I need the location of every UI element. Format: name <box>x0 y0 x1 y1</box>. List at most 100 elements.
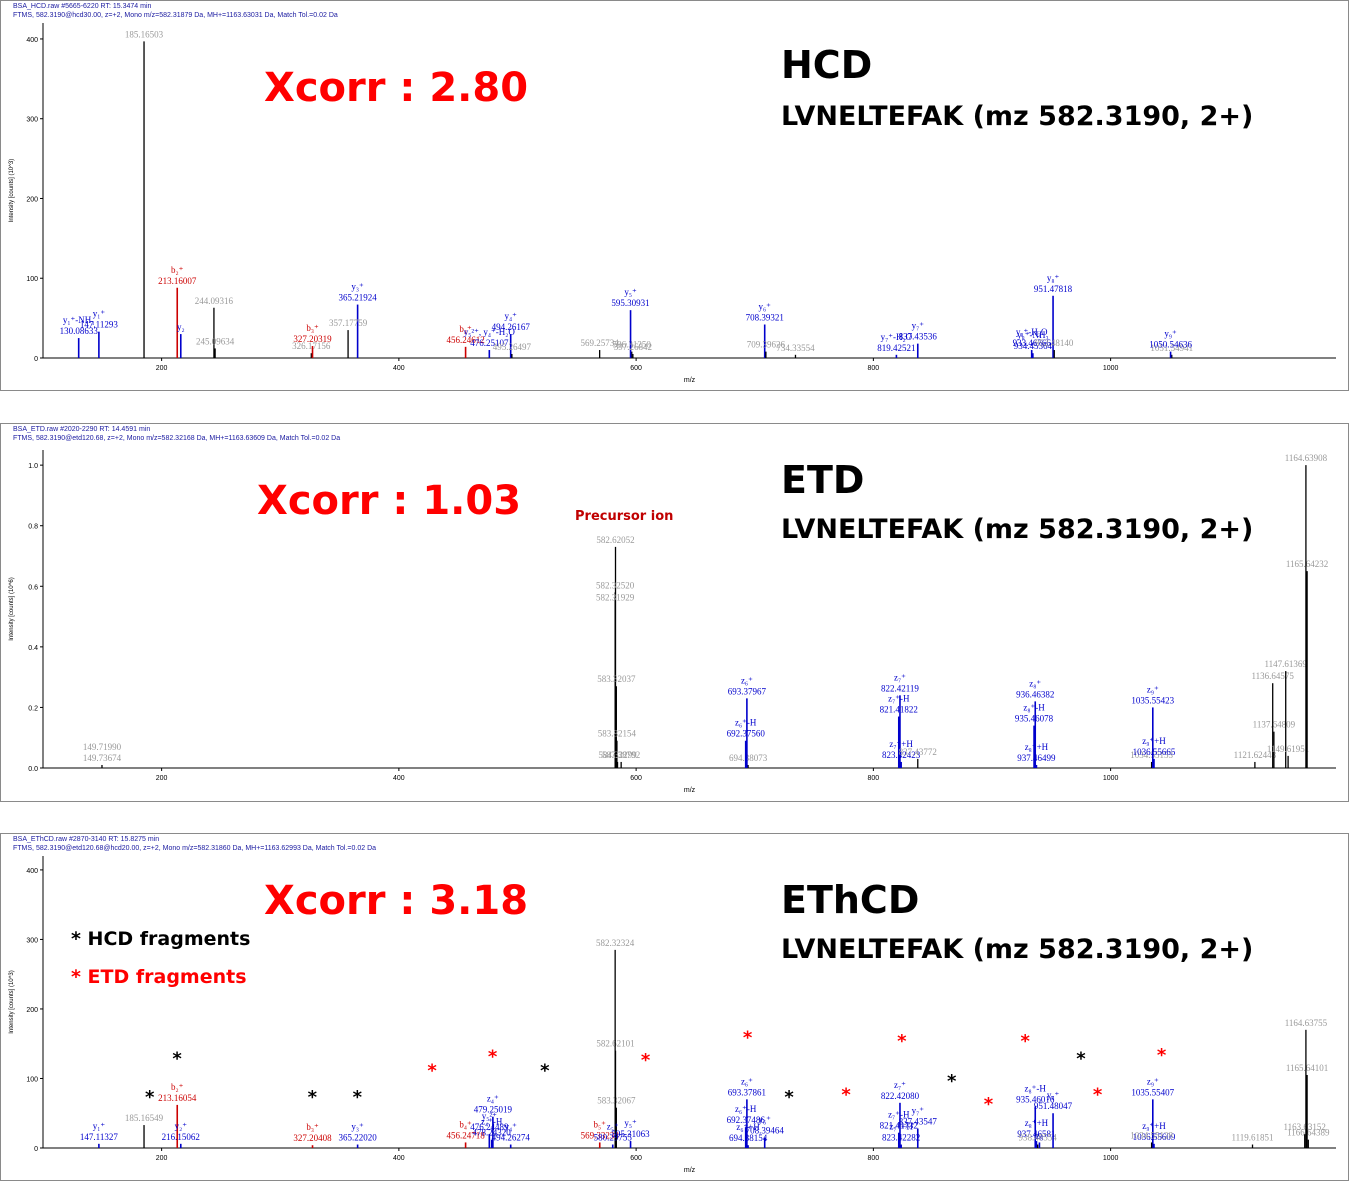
peak-label: 1136.64575 <box>1251 671 1294 681</box>
legend-etd-fragments: * ETD fragments <box>71 966 247 988</box>
peak-label: z₆⁺ <box>741 675 753 685</box>
peak-label: z₉⁺ <box>1147 684 1159 694</box>
peak-label: y₈⁺ <box>1047 273 1060 283</box>
fragment-star: * <box>540 1060 550 1081</box>
peak-label: 476.25107 <box>470 338 509 348</box>
peak-label: 327.20408 <box>293 1133 332 1143</box>
y-tick-label: 0.4 <box>28 645 38 652</box>
y-axis-label: Intensity [counts] (10^3) <box>9 159 15 223</box>
fragment-star: * <box>641 1050 651 1071</box>
peak-label: 597.26842 <box>614 342 652 352</box>
peak-label: y₈⁺-H₂O <box>1016 327 1048 337</box>
peak-label: z₈⁺+H <box>1025 1118 1049 1128</box>
y-tick-label: 200 <box>26 1007 38 1014</box>
y-tick-label: 0.0 <box>28 766 38 773</box>
fragment-star: * <box>172 1049 182 1070</box>
fragment-star: * <box>353 1087 363 1108</box>
peak-label: z₆⁺+H <box>736 1122 760 1132</box>
peak-label: y₉⁺ <box>1164 329 1177 339</box>
peak-label: 952.48140 <box>1035 338 1074 348</box>
x-tick-label: 1000 <box>1103 1155 1119 1162</box>
fragment-star: * <box>897 1031 907 1052</box>
peak-label: b₂⁺ <box>171 1082 184 1092</box>
peak-label: 130.08633 <box>60 326 99 336</box>
peak-label: 951.48047 <box>1034 1101 1073 1111</box>
peak-label: z₉⁺+H <box>1142 1121 1166 1131</box>
peak-label: y₃⁺ <box>351 1122 364 1132</box>
peak-label: y₁⁺ <box>93 309 106 319</box>
y-tick-label: 0 <box>34 356 38 363</box>
y-axis-label: Intensity [counts] (10^3) <box>9 970 15 1034</box>
y-tick-label: 1.0 <box>28 463 38 470</box>
peak-label: 1163.63152 <box>1284 1122 1326 1132</box>
peak-label: y₅²⁺ <box>482 1111 497 1121</box>
peak-label: 1034.55153 <box>1130 750 1173 760</box>
peak-label: z₆⁺-H <box>735 1104 757 1114</box>
peak-label: 149.71990 <box>83 742 122 752</box>
raw-file-header: BSA_HCD.raw #5665-6220 RT: 15.3474 min F… <box>13 2 338 20</box>
peak-label: 1035.55407 <box>1131 1087 1174 1097</box>
peak-label: z₇⁺+H <box>889 1122 913 1132</box>
peak-label: 582.62052 <box>596 535 634 545</box>
peak-label: z₄⁺ <box>487 1094 499 1104</box>
peak-label: 692.37560 <box>727 729 766 739</box>
peak-label: y₅²⁺, y₄⁺-H₂O <box>464 327 516 337</box>
peak-label: 823.42282 <box>882 1133 920 1143</box>
peak-label: y₈⁺ <box>1047 1090 1060 1100</box>
peak-label: 821.41732 <box>880 1121 918 1131</box>
peak-label: 935.46016 <box>1016 1094 1055 1104</box>
peak-label: 244.09316 <box>195 296 234 306</box>
peak-label: 476.24489 <box>470 1122 509 1132</box>
peak-label: z₇⁺+H <box>889 739 913 749</box>
peak-label: 937.46499 <box>1017 753 1056 763</box>
peak-label: 1149.61951 <box>1267 744 1309 754</box>
peak-label: y₈⁺-NH₃ <box>1017 330 1049 340</box>
ethcd-spectrum-chart: 0 100 200 300 400 200 400 600 800 1000 m/z Intensit… <box>9 856 1336 1174</box>
y-tick-label: 300 <box>26 117 38 124</box>
fragment-star: * <box>1157 1045 1167 1066</box>
peptide-sequence: LVNELTEFAK (mz 582.3190, 2+) <box>781 101 1254 132</box>
x-tick-label: 800 <box>868 365 880 372</box>
peak-label: b₄⁺ <box>459 1119 472 1129</box>
peak-label: 583.32037 <box>597 674 636 684</box>
y-axis-label: Intensity [counts] (10^6) <box>9 577 15 641</box>
peak-label: b₅⁺ <box>594 1119 607 1129</box>
spectrum-panel-hcd: BSA_HCD.raw #5665-6220 RT: 15.3474 min F… <box>0 0 1349 391</box>
peak-label: 583.82154 <box>598 729 637 739</box>
x-tick-label: 600 <box>630 1155 642 1162</box>
peak-label: 582.31929 <box>596 592 635 602</box>
fragment-star: * <box>488 1046 498 1067</box>
peak-label: b₂⁺ <box>171 265 184 275</box>
y-tick-label: 400 <box>26 37 38 44</box>
peak-label: 185.16503 <box>125 29 164 39</box>
peak-label: 1165.64232 <box>1286 559 1328 569</box>
peak-label: 365.21924 <box>338 293 377 303</box>
peak-label: 734.33554 <box>776 343 815 353</box>
fragment-star: * <box>1020 1031 1030 1052</box>
peptide-sequence: LVNELTEFAK (mz 582.3190, 2+) <box>781 934 1254 965</box>
peak-label: 357.17759 <box>329 318 368 328</box>
peak-label: y₁⁺ <box>93 1121 106 1131</box>
peak-label: y₁⁺-NH₃ <box>63 315 95 325</box>
y-tick-label: 0.8 <box>28 524 38 531</box>
fragment-star: * <box>743 1028 753 1049</box>
fragment-star: * <box>841 1085 851 1106</box>
method-title: EThCD <box>781 878 920 922</box>
raw-file-line: BSA_HCD.raw #5665-6220 RT: 15.3474 min <box>13 3 152 10</box>
peak-label: 149.73674 <box>83 753 122 763</box>
precursor-ion-label: Precursor ion <box>575 509 674 524</box>
peak-label: 837.43547 <box>899 1117 938 1127</box>
peak-label: 934.45364 <box>1014 341 1053 351</box>
x-tick-label: 800 <box>868 1155 880 1162</box>
peak-label: 583.32067 <box>597 1096 636 1106</box>
y-tick-label: 300 <box>26 937 38 944</box>
scan-filter-line: FTMS, 582.3190@etd120.68@hcd20.00, z=+2,… <box>13 845 377 852</box>
peak-label: 456.24718 <box>446 1130 485 1140</box>
y-tick-label: 100 <box>26 276 38 283</box>
xcorr-score: Xcorr : 3.18 <box>264 878 529 924</box>
x-axis-label: m/z <box>684 1167 696 1174</box>
peak-label: y₇⁺-H₂O <box>881 332 913 342</box>
etd-spectrum-chart: 0.0 0.2 0.4 0.6 0.8 1.0 200 400 600 800 1000 m/z Int… <box>9 450 1336 794</box>
peak-label: 456.24612 <box>446 335 484 345</box>
peak-label: 1035.55423 <box>1131 695 1174 705</box>
